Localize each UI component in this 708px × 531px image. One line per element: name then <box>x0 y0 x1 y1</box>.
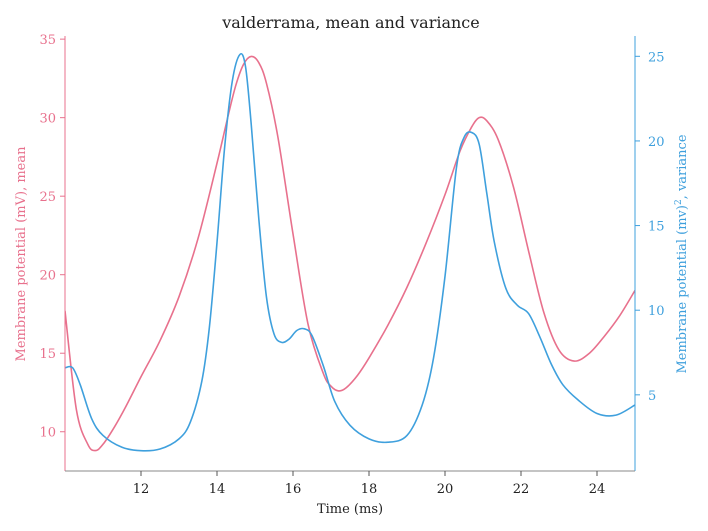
right-tick-label: 5 <box>648 389 656 404</box>
x-tick-label: 14 <box>209 482 226 497</box>
x-tick-label: 12 <box>133 482 150 497</box>
right-tick-label: 15 <box>648 220 665 235</box>
right-axis-label-suffix: , variance <box>675 134 690 199</box>
left-axis-label: Membrane potential (mV), mean <box>14 146 29 362</box>
series-layer <box>65 52 635 452</box>
chart-title: valderrama, mean and variance <box>221 13 479 32</box>
right-axis-label: Membrane potential (mv)2, variance <box>674 134 690 373</box>
x-axis-ticks: 12 14 16 18 20 22 24 <box>133 471 606 497</box>
right-tick-label: 10 <box>648 304 665 319</box>
left-tick-label: 35 <box>39 33 56 48</box>
right-axis-ticks: 5 10 15 20 25 <box>635 50 665 404</box>
left-axis-ticks: 10 15 20 25 30 35 <box>39 33 65 441</box>
x-tick-label: 20 <box>437 482 454 497</box>
x-tick-label: 18 <box>361 482 378 497</box>
left-tick-label: 15 <box>39 347 56 362</box>
right-axis-label-main: Membrane potential (mv) <box>675 205 690 374</box>
left-tick-label: 25 <box>39 190 56 205</box>
right-axis-label-superscript: 2 <box>674 199 684 205</box>
right-tick-label: 25 <box>648 50 665 65</box>
left-tick-label: 20 <box>39 269 56 284</box>
mean-series-line <box>65 55 635 452</box>
variance-series-line <box>65 52 635 452</box>
x-tick-label: 24 <box>589 482 606 497</box>
x-tick-label: 16 <box>285 482 302 497</box>
x-axis-label: Time (ms) <box>317 502 383 517</box>
left-tick-label: 30 <box>39 112 56 127</box>
left-tick-label: 10 <box>39 426 56 441</box>
right-tick-label: 20 <box>648 135 665 150</box>
x-tick-label: 22 <box>513 482 530 497</box>
